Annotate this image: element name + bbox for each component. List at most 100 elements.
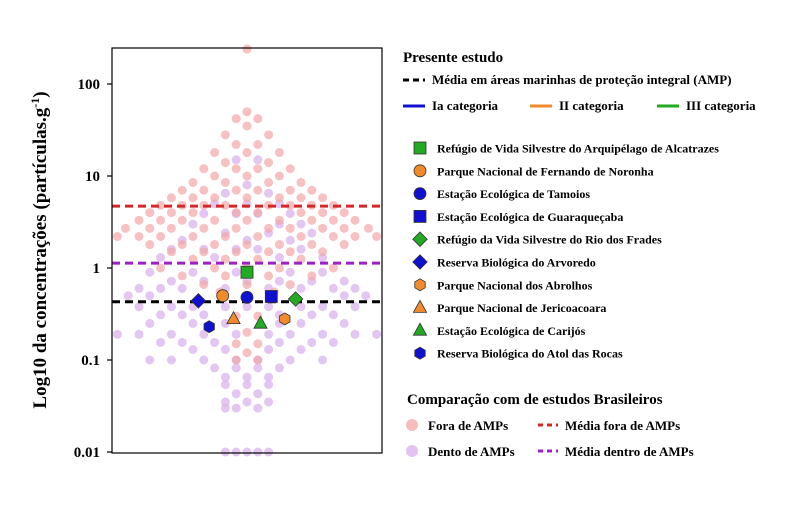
point-dentro-amp (134, 302, 144, 312)
point-dentro-amp (156, 253, 166, 263)
legend-site-label: Reserva Biológica do Arvoredo (437, 256, 596, 270)
point-dentro-amp (264, 329, 274, 339)
point-fora-amp (307, 185, 317, 195)
point-fora-amp (372, 231, 382, 241)
legend-dentro-swatch (406, 445, 418, 457)
point-fora-amp (199, 185, 209, 195)
point-dentro-amp (264, 397, 274, 407)
point-dentro-amp (361, 291, 371, 301)
present-study-marker (287, 291, 304, 307)
legend-site-marker (414, 346, 426, 360)
point-dentro-amp (177, 310, 187, 320)
point-fora-amp (253, 339, 263, 349)
y-tick-label: 100 (78, 77, 101, 93)
point-fora-amp (166, 223, 176, 233)
point-fora-amp (199, 247, 209, 257)
point-dentro-amp (166, 302, 176, 312)
point-fora-amp (318, 193, 328, 203)
point-fora-amp (285, 223, 295, 233)
point-dentro-amp (145, 318, 155, 328)
point-fora-amp (188, 254, 198, 264)
y-axis-label-close: ) (30, 91, 51, 97)
point-fora-amp (242, 44, 252, 54)
point-dentro-amp (156, 283, 166, 293)
point-dentro-amp (156, 310, 166, 320)
point-fora-amp (242, 107, 252, 117)
point-fora-amp (285, 280, 295, 290)
point-fora-amp (134, 215, 144, 225)
point-dentro-amp (264, 372, 274, 382)
point-dentro-amp (220, 302, 230, 312)
plot-frame (111, 47, 383, 454)
point-dentro-amp (285, 329, 295, 339)
point-dentro-amp (199, 310, 209, 320)
point-dentro-amp (220, 380, 230, 390)
y-tick-label: 0.1 (81, 353, 100, 369)
present-study-marker (226, 310, 241, 325)
point-dentro-amp (188, 267, 198, 277)
point-dentro-amp (296, 318, 306, 328)
point-dentro-amp (328, 283, 338, 293)
point-fora-amp (296, 177, 306, 187)
point-dentro-amp (296, 345, 306, 355)
point-dentro-amp (145, 291, 155, 301)
point-fora-amp (274, 263, 284, 273)
point-dentro-amp (285, 355, 295, 365)
point-fora-amp (231, 355, 241, 365)
point-fora-amp (188, 208, 198, 218)
point-fora-amp (274, 171, 284, 181)
point-fora-amp (274, 148, 284, 158)
point-fora-amp (199, 164, 209, 174)
point-fora-amp (210, 263, 220, 273)
point-fora-amp (231, 208, 241, 218)
point-fora-amp (231, 139, 241, 149)
point-fora-amp (121, 223, 130, 233)
point-dentro-amp (199, 355, 209, 365)
point-fora-amp (274, 193, 284, 203)
legend-site-marker (413, 187, 427, 201)
point-dentro-amp (264, 447, 274, 457)
point-dentro-amp (231, 447, 241, 457)
point-fora-amp (339, 240, 349, 250)
point-fora-amp (220, 177, 230, 187)
point-dentro-amp (253, 447, 263, 457)
point-dentro-amp (242, 372, 252, 382)
point-fora-amp (296, 231, 306, 241)
legend-site-marker (413, 141, 427, 155)
legend-site-marker (414, 278, 426, 292)
legend-site-label: Refúgio de Vida Silvestre do Arquipélago… (437, 142, 719, 156)
point-fora-amp (210, 215, 220, 225)
point-dentro-amp (307, 337, 317, 347)
point-fora-amp (188, 193, 198, 203)
present-study-marker (264, 290, 278, 303)
point-dentro-amp (318, 267, 328, 277)
point-dentro-amp (166, 355, 176, 365)
point-dentro-amp (231, 403, 241, 413)
point-dentro-amp (339, 318, 349, 328)
legend-site-label: Reserva Biológica do Atol das Rocas (437, 347, 623, 361)
point-fora-amp (112, 231, 122, 241)
legend-sites: Refúgio de Vida Silvestre do Arquipélago… (412, 141, 719, 361)
point-dentro-amp (242, 180, 252, 190)
point-fora-amp (242, 215, 252, 225)
point-dentro-amp (372, 329, 382, 339)
y-axis-label-superscript: -1 (28, 98, 42, 108)
point-fora-amp (264, 223, 274, 233)
point-fora-amp (210, 171, 220, 181)
point-fora-amp (156, 263, 166, 273)
point-fora-amp (285, 164, 295, 174)
point-dentro-amp (296, 283, 306, 293)
point-dentro-amp (253, 363, 263, 373)
point-dentro-amp (242, 447, 252, 457)
point-dentro-amp (339, 291, 349, 301)
point-dentro-amp (242, 302, 252, 312)
y-axis-label: Log10 da concentrações (partículas.g-1) (28, 91, 51, 408)
legend-site-marker (413, 164, 427, 178)
point-dentro-amp (199, 209, 209, 219)
point-fora-amp (156, 231, 166, 241)
point-dentro-amp (188, 318, 198, 328)
point-dentro-amp (253, 155, 263, 165)
point-fora-amp (231, 339, 241, 349)
point-fora-amp (253, 164, 263, 174)
